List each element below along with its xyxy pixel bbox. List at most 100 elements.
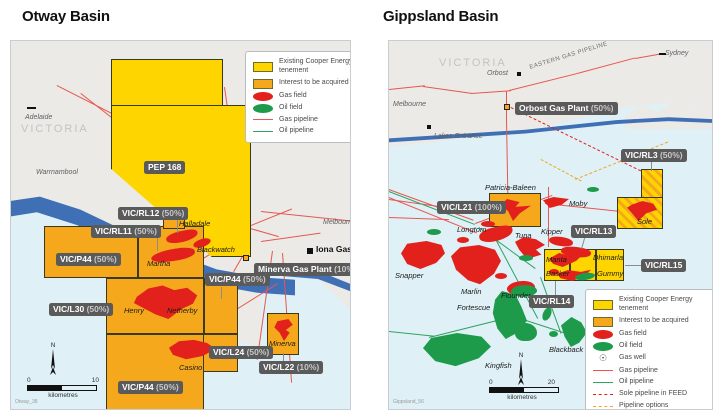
leader-line bbox=[157, 237, 159, 251]
town-marker-orbost bbox=[517, 72, 521, 76]
map-footer-otway: Otway_38 bbox=[15, 399, 38, 405]
leader-line bbox=[221, 287, 223, 299]
field-label-henry: Henry bbox=[124, 306, 145, 315]
legend-row: Pipeline options bbox=[593, 401, 711, 409]
place-label-warrnambool: Warrnambool bbox=[36, 169, 78, 176]
north-letter: N bbox=[50, 343, 56, 349]
vic-p44-north-label: VIC/P44 bbox=[60, 254, 92, 264]
scale-bar-gippsland: 0 20 kilometres bbox=[489, 379, 559, 401]
vic-l24-label: VIC/L24 bbox=[213, 347, 245, 357]
scale-max: 20 bbox=[547, 379, 555, 386]
vic-l24-pct: (50%) bbox=[246, 347, 270, 357]
gas-field-snapper bbox=[401, 241, 445, 269]
page-title-gippsland: Gippsland Basin bbox=[383, 8, 499, 25]
orbost-plant-marker bbox=[504, 104, 510, 110]
oil-field-mid bbox=[427, 229, 441, 235]
north-arrow-icon: N bbox=[515, 353, 527, 390]
callout-vic-l21[interactable]: VIC/L21 (100%) bbox=[437, 201, 506, 214]
vic-p44-south-pct: (50%) bbox=[156, 382, 179, 392]
field-label-halladale: Halladale bbox=[179, 219, 211, 228]
vic-p44-mid-label: VIC/P44 bbox=[209, 274, 241, 284]
callout-vic-rl14[interactable]: VIC/RL14 bbox=[529, 295, 575, 308]
pipeline-option bbox=[540, 159, 582, 182]
callout-orbost-gas-plant[interactable]: Orbost Gas Plant (50%) bbox=[515, 102, 618, 115]
callout-vic-l30[interactable]: VIC/L30 (50%) bbox=[49, 303, 114, 316]
callout-vic-p44-north[interactable]: VIC/P44 (50%) bbox=[56, 253, 121, 266]
vic-rl3-label: VIC/RL3 bbox=[625, 150, 658, 160]
orbost-gas-plant-label: Orbost Gas Plant bbox=[519, 103, 589, 113]
place-label-lakes-entrance: Lakes Entrance bbox=[434, 133, 483, 140]
callout-iona-gas-plant[interactable]: Iona Gas Plant bbox=[316, 245, 350, 254]
callout-vic-p44-south[interactable]: VIC/P44 (50%) bbox=[118, 381, 183, 394]
field-label-martha: Martha bbox=[147, 259, 171, 268]
field-label-casino: Casino bbox=[179, 363, 203, 372]
legend-row: Gas pipeline bbox=[253, 116, 350, 125]
oil-field-small-2 bbox=[549, 331, 558, 337]
panel-gippsland: Gippsland Basin VICTORIA EASTERN GAS PIP… bbox=[361, 0, 722, 420]
leader-line bbox=[625, 265, 643, 267]
callout-vic-p44-mid[interactable]: VIC/P44 (50%) bbox=[205, 273, 270, 286]
gas-well-icon: ☉ bbox=[598, 353, 608, 363]
vic-l30-pct: (50%) bbox=[86, 304, 110, 314]
map-gippsland[interactable]: VICTORIA EASTERN GAS PIPELINE bbox=[388, 40, 713, 410]
field-label-patricia-baleen: Patricia-Baleen bbox=[485, 183, 536, 192]
gas-field-longtom-2 bbox=[457, 237, 469, 243]
scale-min: 0 bbox=[489, 379, 493, 386]
callout-vic-rl15[interactable]: VIC/RL15 bbox=[641, 259, 687, 272]
place-label-sydney: Sydney bbox=[665, 50, 689, 57]
field-label-kipper: Kipper bbox=[541, 227, 563, 236]
legend-label: Oil field bbox=[619, 341, 643, 349]
callout-vic-rl12[interactable]: VIC/RL12 (50%) bbox=[118, 207, 189, 220]
vic-rl11-label: VIC/RL11 bbox=[95, 226, 132, 236]
vic-l30-label: VIC/L30 bbox=[53, 304, 85, 314]
orange-swatch-icon bbox=[253, 78, 273, 89]
map-footer-gippsland: Gippsland_56 bbox=[393, 399, 424, 405]
field-label-netherby: Netherby bbox=[167, 306, 198, 315]
callout-vic-rl13[interactable]: VIC/RL13 bbox=[571, 225, 617, 238]
field-label-dhimarla: Dhimarla bbox=[593, 253, 624, 262]
legend-gippsland: Existing Cooper Energy tenement Interest… bbox=[585, 289, 712, 409]
field-label-flounder: Flounder bbox=[501, 291, 531, 300]
callout-minerva-gas-plant[interactable]: Minerva Gas Plant (10%) bbox=[254, 263, 350, 276]
callout-vic-l22[interactable]: VIC/L22 (10%) bbox=[259, 361, 324, 374]
orbost-gas-plant-pct: (50%) bbox=[590, 103, 614, 113]
north-letter: N bbox=[518, 353, 524, 359]
field-label-minerva: Minerva bbox=[269, 339, 296, 348]
iona-plant-marker bbox=[307, 248, 313, 254]
field-label-tuna: Tuna bbox=[515, 231, 532, 240]
field-label-moby: Moby bbox=[569, 199, 588, 208]
callout-pep-168[interactable]: PEP 168 bbox=[144, 161, 186, 174]
legend-label: Oil field bbox=[279, 103, 303, 111]
orange-swatch-icon bbox=[593, 316, 613, 327]
map-otway[interactable]: VICTORIA bbox=[10, 40, 351, 410]
legend-label: Interest to be acquired bbox=[279, 79, 349, 87]
legend-label: Existing Cooper Energy tenement bbox=[619, 296, 693, 312]
legend-row: Existing Cooper Energy tenement bbox=[253, 58, 350, 76]
oil-field-small-1 bbox=[540, 305, 554, 323]
scale-bar-graphic bbox=[27, 385, 97, 391]
vic-p44-south-label: VIC/P44 bbox=[122, 382, 154, 392]
callout-vic-rl11[interactable]: VIC/RL11 (50%) bbox=[91, 225, 161, 238]
callout-vic-l24[interactable]: VIC/L24 (50%) bbox=[209, 346, 274, 359]
scale-bar-graphic bbox=[489, 387, 559, 393]
scale-min: 0 bbox=[27, 377, 31, 384]
red-ellipse-icon bbox=[253, 91, 273, 101]
town-marker-adelaide bbox=[27, 107, 36, 109]
vic-l21-pct: (100%) bbox=[474, 202, 502, 212]
legend-otway: Existing Cooper Energy tenement Interest… bbox=[245, 51, 350, 143]
field-label-basker: Basker bbox=[546, 269, 570, 278]
gas-field-tuna bbox=[515, 237, 545, 259]
place-label-orbost: Orbost bbox=[487, 70, 509, 77]
legend-label: Pipeline options bbox=[619, 401, 669, 409]
legend-row: Existing Cooper Energy tenement bbox=[593, 296, 711, 314]
legend-label: Oil pipeline bbox=[619, 378, 654, 386]
oil-field-near-tuna bbox=[519, 255, 533, 261]
callout-vic-rl3[interactable]: VIC/RL3 (50%) bbox=[621, 149, 687, 162]
legend-label: Interest to be acquired bbox=[619, 317, 689, 325]
legend-label: Gas well bbox=[619, 354, 646, 362]
tenement-pep-168[interactable] bbox=[111, 59, 223, 107]
north-arrow-svg bbox=[518, 359, 524, 385]
legend-row: Oil field bbox=[253, 103, 350, 113]
tenement-vic-rl15[interactable] bbox=[596, 249, 624, 281]
